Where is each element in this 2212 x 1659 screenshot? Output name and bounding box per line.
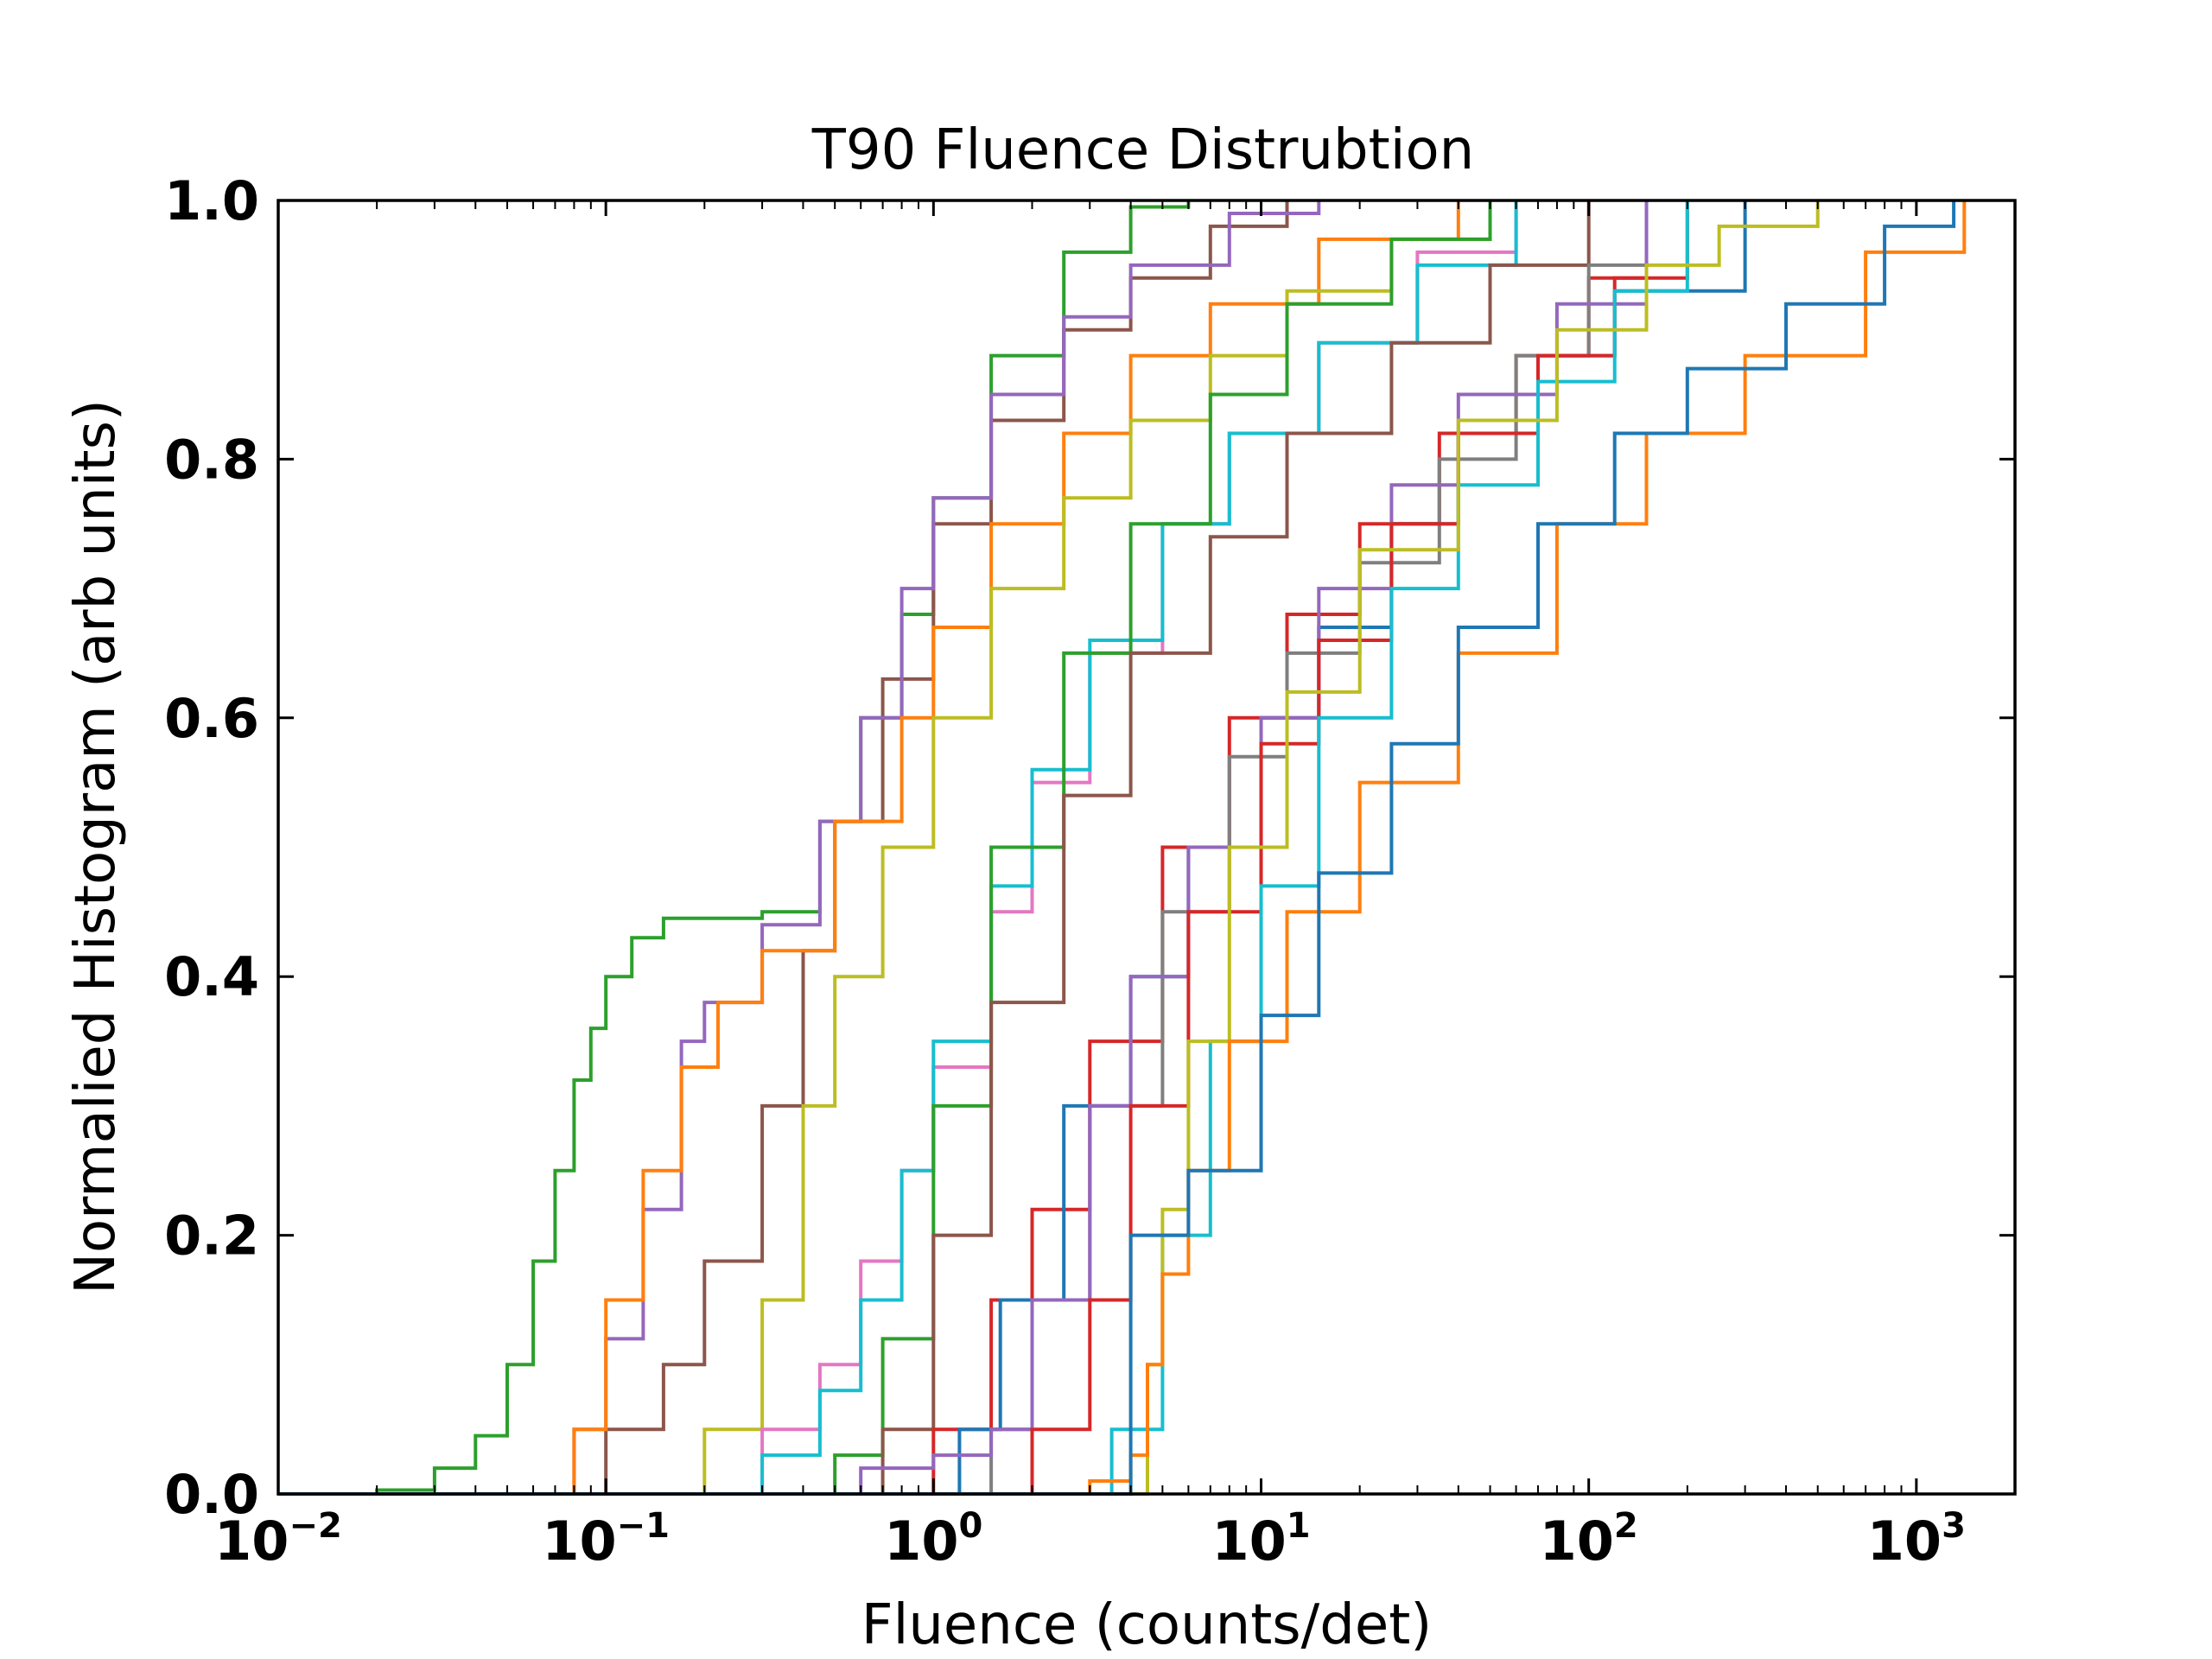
y-tick-label: 0.6 bbox=[164, 687, 259, 750]
x-tick-label: 10−1 bbox=[542, 1506, 670, 1573]
y-tick-label: 1.0 bbox=[164, 169, 259, 232]
x-axis-label: Fluence (counts/det) bbox=[861, 1593, 1433, 1657]
y-tick-label: 0.2 bbox=[164, 1205, 259, 1268]
series-line-4 bbox=[278, 200, 1460, 1496]
series-line-8 bbox=[278, 200, 1492, 1496]
x-tick-label: 101 bbox=[1211, 1506, 1310, 1573]
x-tick-labels: 10−2 10−1 100 101 102 103 bbox=[214, 1506, 1966, 1573]
y-tick-label: 0.0 bbox=[164, 1463, 259, 1526]
y-axis-label: Normalied Histogram (arb units) bbox=[64, 399, 128, 1294]
y-tick-label: 0.8 bbox=[164, 428, 259, 491]
series-line-13 bbox=[278, 200, 1649, 1496]
ticks-layer bbox=[276, 199, 2016, 1496]
series-layer bbox=[278, 200, 1967, 1496]
series-line-15 bbox=[278, 200, 1689, 1496]
series-line-14 bbox=[278, 200, 1689, 1496]
x-tick-label: 10−2 bbox=[214, 1506, 342, 1573]
x-tick-label: 102 bbox=[1540, 1506, 1638, 1573]
series-line-11 bbox=[278, 200, 1649, 1496]
series-line-9 bbox=[278, 200, 1591, 1496]
series-line-10 bbox=[278, 200, 1649, 1496]
x-tick-label: 100 bbox=[884, 1506, 982, 1573]
y-tick-labels: 0.0 0.2 0.4 0.6 0.8 1.0 bbox=[164, 169, 259, 1526]
series-line-18 bbox=[278, 200, 1956, 1496]
x-tick-label: 103 bbox=[1867, 1506, 1966, 1573]
plot-frame bbox=[276, 199, 2017, 1496]
y-tick-label: 0.4 bbox=[164, 945, 259, 1008]
series-line-7 bbox=[278, 200, 1518, 1496]
chart-title: T90 Fluence Distrubtion bbox=[811, 118, 1474, 182]
